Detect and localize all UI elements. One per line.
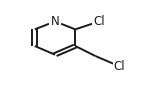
Text: N: N [51,15,59,28]
Text: Cl: Cl [114,60,125,73]
Text: Cl: Cl [93,15,105,28]
